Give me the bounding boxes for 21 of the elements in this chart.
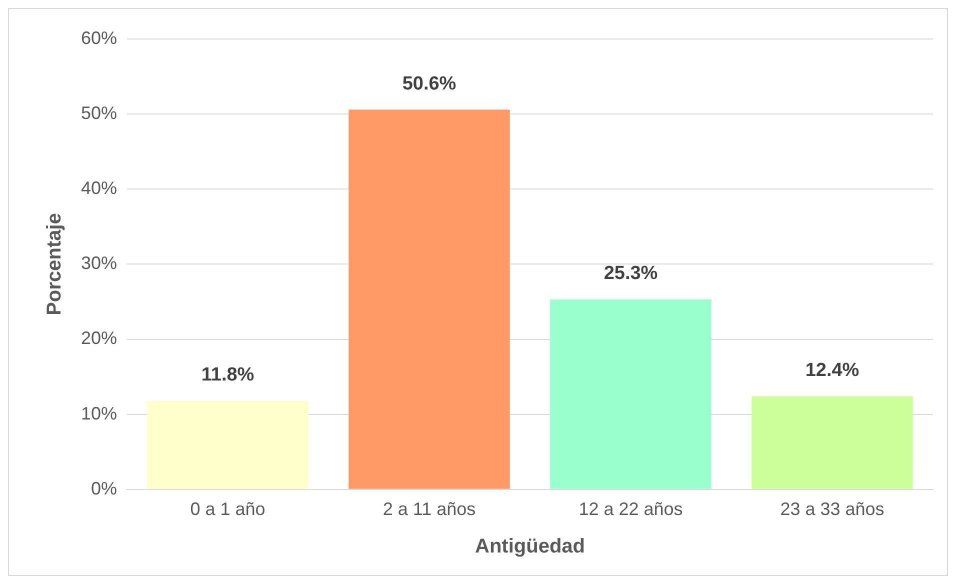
y-tick-label: 60% bbox=[80, 28, 118, 48]
y-tick-label: 40% bbox=[80, 178, 118, 198]
y-tick-label: 10% bbox=[80, 403, 118, 424]
bar bbox=[147, 400, 308, 489]
data-label: 50.6% bbox=[402, 73, 456, 94]
y-tick-label: 0% bbox=[91, 478, 118, 498]
data-label: 11.8% bbox=[201, 364, 254, 386]
data-label: 25.3% bbox=[604, 263, 658, 284]
x-tick-label: 2 a 11 años bbox=[382, 499, 476, 520]
bar bbox=[752, 396, 913, 489]
y-tick-label: 20% bbox=[80, 328, 118, 348]
y-tick-label: 50% bbox=[80, 103, 118, 124]
x-tick-label: 23 a 33 años bbox=[780, 499, 884, 520]
bar bbox=[550, 299, 712, 489]
x-axis-title: Antigüedad bbox=[475, 536, 586, 558]
bar bbox=[348, 110, 510, 489]
y-tick-label: 30% bbox=[80, 253, 118, 274]
x-tick-label: 0 a 1 año bbox=[190, 499, 266, 520]
x-tick-label: 12 a 22 años bbox=[578, 499, 683, 520]
y-axis-title: Porcentaje bbox=[44, 213, 66, 316]
data-label: 12.4% bbox=[805, 360, 860, 382]
